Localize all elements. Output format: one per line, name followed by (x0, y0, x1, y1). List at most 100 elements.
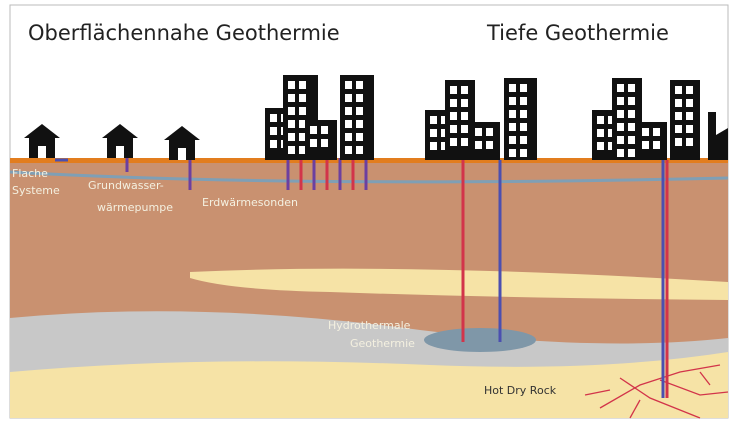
window (628, 110, 635, 118)
window (617, 97, 624, 105)
window (628, 97, 635, 105)
window (356, 133, 363, 141)
window (450, 112, 457, 120)
label: Flache (12, 167, 48, 180)
window (628, 123, 635, 131)
window (288, 94, 295, 102)
window (642, 141, 649, 149)
window (509, 123, 516, 131)
window (345, 146, 352, 154)
window (270, 140, 277, 148)
page: Oberflächennahe Geothermie Tiefe Geother… (0, 0, 738, 424)
window (486, 141, 493, 149)
window (509, 84, 516, 92)
geothermal-diagram: Oberflächennahe Geothermie Tiefe Geother… (0, 0, 738, 424)
window (356, 120, 363, 128)
window (509, 110, 516, 118)
window (686, 112, 693, 120)
window (270, 114, 277, 122)
window (628, 84, 635, 92)
window (450, 86, 457, 94)
window (299, 94, 306, 102)
window (288, 133, 295, 141)
window (520, 136, 527, 144)
window (617, 149, 624, 157)
window (617, 136, 624, 144)
window (288, 107, 295, 115)
building (670, 80, 700, 160)
window (345, 120, 352, 128)
window (461, 112, 468, 120)
label: Geothermie (350, 337, 415, 350)
window (597, 142, 604, 150)
window (299, 81, 306, 89)
window (686, 86, 693, 94)
window (270, 127, 277, 135)
window (450, 138, 457, 146)
window (686, 99, 693, 107)
window (299, 120, 306, 128)
building (470, 122, 500, 160)
window (299, 107, 306, 115)
window (617, 110, 624, 118)
window (675, 86, 682, 94)
window (617, 84, 624, 92)
left-title: Oberflächennahe Geothermie (28, 21, 340, 45)
window (520, 110, 527, 118)
window (686, 138, 693, 146)
window (356, 107, 363, 115)
door (116, 146, 124, 158)
label: Systeme (12, 184, 60, 197)
window (520, 123, 527, 131)
window (356, 146, 363, 154)
window (597, 116, 604, 124)
reservoir (424, 328, 536, 352)
window (509, 149, 516, 157)
window (617, 123, 624, 131)
window (288, 146, 295, 154)
window (299, 133, 306, 141)
window (345, 133, 352, 141)
window (310, 126, 317, 134)
window (356, 94, 363, 102)
window (675, 112, 682, 120)
window (345, 107, 352, 115)
window (475, 128, 482, 136)
window (450, 99, 457, 107)
label: Hot Dry Rock (484, 384, 557, 397)
window (653, 128, 660, 136)
window (597, 129, 604, 137)
window (430, 116, 437, 124)
window (686, 125, 693, 133)
window (486, 128, 493, 136)
label: Hydrothermale (328, 319, 411, 332)
window (628, 149, 635, 157)
label: wärmepumpe (97, 201, 173, 214)
door (178, 148, 186, 160)
window (321, 126, 328, 134)
label: Erdwärmesonden (202, 196, 298, 209)
window (475, 141, 482, 149)
window (310, 139, 317, 147)
window (461, 138, 468, 146)
window (288, 81, 295, 89)
window (509, 136, 516, 144)
building (637, 122, 667, 160)
window (299, 146, 306, 154)
window (450, 125, 457, 133)
window (461, 99, 468, 107)
window (461, 86, 468, 94)
right-title: Tiefe Geothermie (486, 21, 669, 45)
label: Grundwasser- (88, 179, 164, 192)
window (321, 139, 328, 147)
window (520, 149, 527, 157)
window (356, 81, 363, 89)
window (675, 138, 682, 146)
window (653, 141, 660, 149)
window (675, 125, 682, 133)
window (509, 97, 516, 105)
window (461, 125, 468, 133)
door (38, 146, 46, 158)
window (345, 81, 352, 89)
window (430, 142, 437, 150)
